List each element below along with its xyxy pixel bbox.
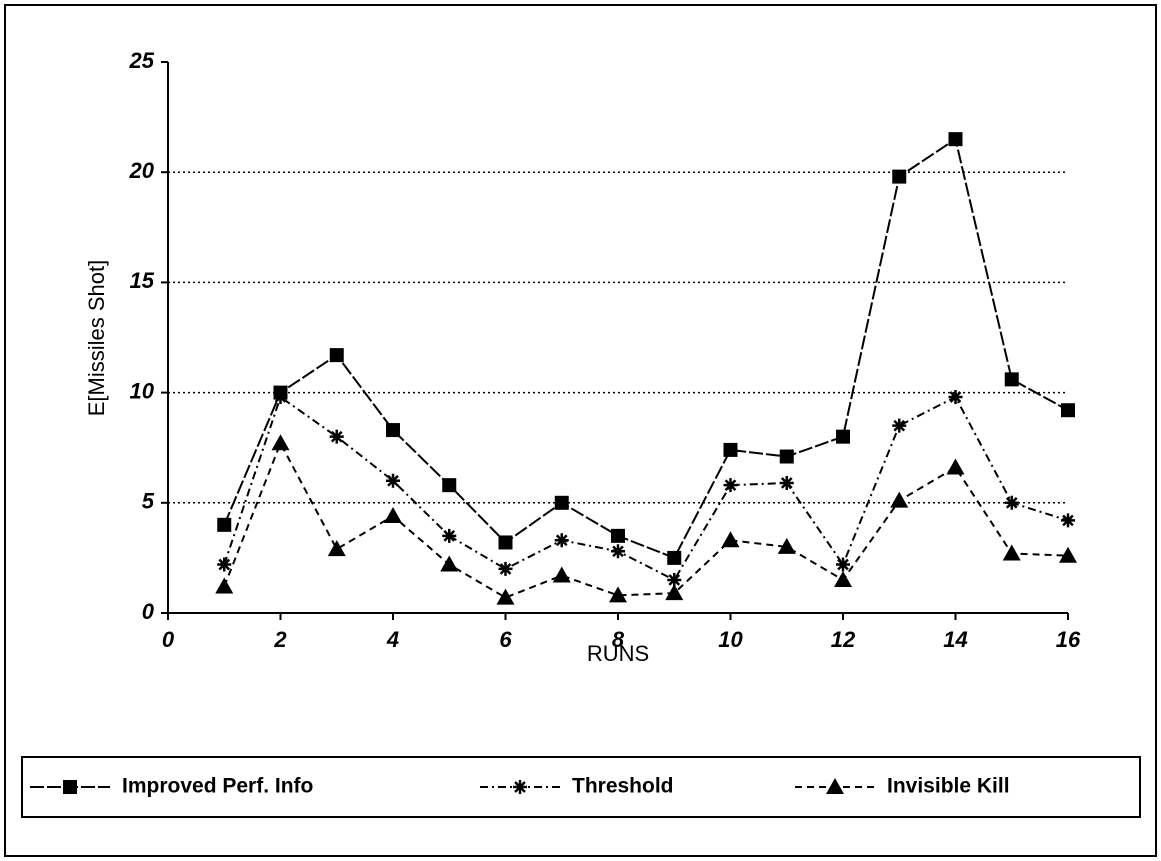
- marker: [667, 550, 682, 565]
- y-tick-label: 15: [130, 268, 155, 293]
- legend-box: [21, 756, 1141, 818]
- marker: [779, 449, 794, 464]
- marker: [498, 535, 513, 550]
- y-tick-label: 10: [130, 378, 155, 403]
- marker: [498, 561, 513, 576]
- marker: [826, 778, 844, 794]
- x-tick-label: 12: [831, 627, 856, 652]
- marker: [215, 577, 234, 594]
- y-tick-label: 20: [129, 158, 155, 183]
- marker: [552, 566, 571, 583]
- marker: [217, 517, 232, 532]
- marker: [1061, 403, 1075, 418]
- series-line: [223, 137, 1069, 560]
- marker: [327, 540, 346, 557]
- x-tick-label: 10: [718, 627, 743, 652]
- marker: [513, 780, 527, 794]
- x-tick-label: 4: [386, 627, 399, 652]
- marker: [442, 528, 457, 543]
- marker: [892, 169, 907, 184]
- y-axis-title: E[Missiles Shot]: [84, 260, 109, 417]
- marker: [890, 491, 909, 508]
- marker: [609, 586, 627, 603]
- x-tick-label: 14: [943, 627, 967, 652]
- marker: [948, 132, 963, 147]
- legend-label: Improved Perf. Info: [122, 775, 313, 798]
- marker: [723, 442, 738, 457]
- x-tick-label: 6: [499, 627, 512, 652]
- x-tick-label: 16: [1056, 627, 1081, 652]
- marker: [1004, 495, 1019, 510]
- x-tick-label: 2: [273, 627, 287, 652]
- marker: [271, 434, 290, 451]
- marker: [834, 570, 852, 587]
- marker: [667, 572, 682, 587]
- marker: [723, 478, 738, 493]
- series-line: [223, 395, 1069, 582]
- marker: [273, 390, 288, 405]
- marker: [440, 555, 459, 572]
- marker: [948, 390, 963, 405]
- marker: [779, 475, 794, 490]
- y-tick-label: 25: [129, 48, 155, 73]
- marker: [1059, 546, 1077, 563]
- marker: [1002, 544, 1021, 561]
- marker: [386, 423, 400, 438]
- marker: [496, 588, 515, 605]
- marker: [1004, 372, 1019, 387]
- marker: [217, 557, 232, 572]
- marker: [63, 780, 77, 794]
- marker: [442, 478, 457, 493]
- marker: [721, 531, 740, 548]
- marker: [892, 418, 907, 433]
- marker: [836, 557, 850, 572]
- frame: [4, 4, 1157, 857]
- marker: [836, 429, 850, 444]
- x-axis-title: RUNS: [587, 641, 649, 666]
- marker: [329, 429, 344, 444]
- marker: [554, 533, 569, 548]
- marker: [665, 584, 684, 601]
- marker: [611, 544, 625, 559]
- marker: [386, 473, 400, 488]
- marker: [946, 458, 965, 475]
- marker: [1061, 513, 1075, 528]
- legend-label: Invisible Kill: [887, 775, 1010, 798]
- marker: [611, 528, 625, 543]
- x-tick-label: 8: [612, 627, 625, 652]
- y-tick-label: 0: [142, 599, 155, 624]
- y-tick-label: 5: [142, 489, 155, 514]
- marker: [384, 507, 402, 524]
- marker: [329, 348, 344, 363]
- marker: [777, 537, 796, 554]
- marker: [554, 495, 569, 510]
- series-line: [223, 440, 1069, 599]
- x-tick-label: 0: [162, 627, 175, 652]
- legend-label: Threshold: [572, 775, 674, 798]
